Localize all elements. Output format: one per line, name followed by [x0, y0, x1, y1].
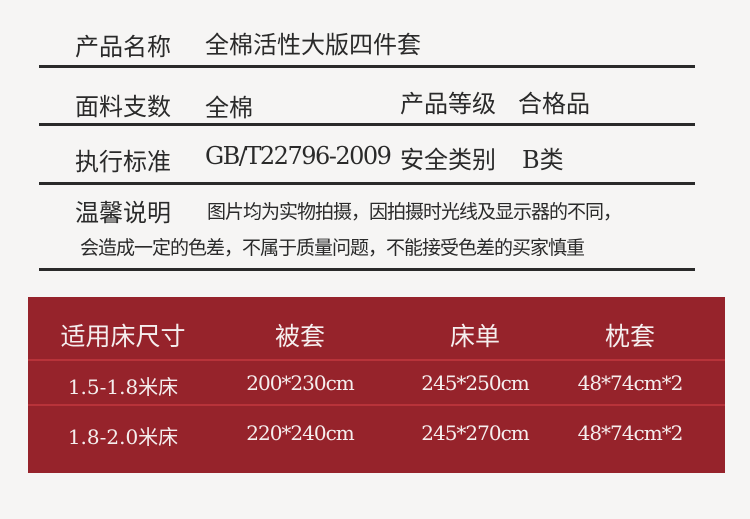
table-header: 适用床尺寸 被套 床单 枕套: [28, 313, 725, 357]
grade-value: 合格品: [518, 90, 590, 118]
cell-pillowcase: 48*74cm*2: [577, 421, 684, 445]
notice-line-2: 会造成一定的色差，不属于质量问题，不能接受色差的买家慎重: [80, 237, 585, 259]
header-duvet-cover: 被套: [274, 322, 326, 351]
fabric-value: 全棉: [205, 94, 253, 122]
row-divider: [28, 404, 725, 406]
standard-label: 执行标准: [75, 148, 171, 176]
cell-bed-sheet: 245*270cm: [421, 421, 530, 445]
product-name-value: 全棉活性大版四件套: [205, 31, 421, 59]
header-bed-sheet: 床单: [449, 322, 501, 351]
divider: [39, 123, 695, 126]
grade-label: 产品等级: [400, 90, 496, 118]
cell-duvet-cover: 200*230cm: [246, 371, 355, 395]
divider: [39, 182, 695, 185]
header-pillowcase: 枕套: [604, 322, 656, 351]
notice-label: 温馨说明: [75, 199, 171, 227]
fabric-label: 面料支数: [75, 93, 171, 121]
notice-line-1: 图片均为实物拍摄，因拍摄时光线及显示器的不同，: [207, 201, 622, 223]
header-bed-size: 适用床尺寸: [60, 322, 186, 351]
row-divider: [28, 359, 725, 361]
cell-pillowcase: 48*74cm*2: [577, 371, 684, 395]
product-name-label: 产品名称: [75, 33, 171, 61]
divider: [39, 65, 695, 68]
table-row: 1.5-1.8米床 200*230cm 245*250cm 48*74cm*2: [28, 361, 725, 405]
safety-label: 安全类别: [400, 146, 496, 174]
divider: [39, 268, 695, 271]
cell-duvet-cover: 220*240cm: [246, 421, 355, 445]
table-row: 1.8-2.0米床 220*240cm 245*270cm 48*74cm*2: [28, 411, 725, 455]
standard-value: GB/T22796-2009: [205, 142, 392, 170]
cell-bed-sheet: 245*250cm: [421, 371, 530, 395]
cell-bed-size: 1.8-2.0米床: [67, 425, 179, 449]
size-table: 适用床尺寸 被套 床单 枕套 1.5-1.8米床 200*230cm 245*2…: [28, 297, 725, 473]
cell-bed-size: 1.5-1.8米床: [67, 375, 179, 399]
safety-value: B类: [522, 146, 564, 174]
